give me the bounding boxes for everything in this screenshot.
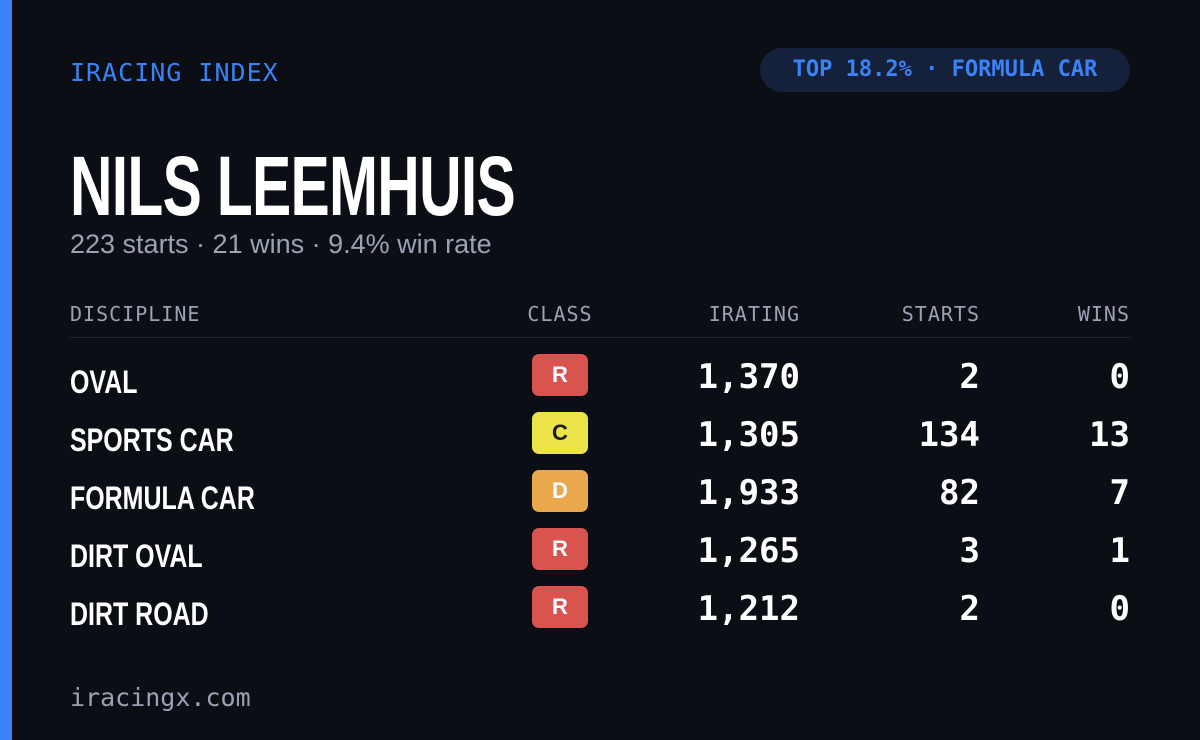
irating: 1,265 <box>697 531 800 571</box>
header-rule <box>70 337 1130 338</box>
discipline: OVAL <box>70 364 138 400</box>
class-badge: R <box>532 354 588 396</box>
wins: 0 <box>1109 589 1130 629</box>
class-badge: R <box>532 586 588 628</box>
irating: 1,305 <box>697 415 800 455</box>
wins: 13 <box>1089 415 1130 455</box>
wins: 7 <box>1109 473 1130 513</box>
class-badge: D <box>532 470 588 512</box>
column-header: CLASS <box>527 302 593 326</box>
driver-name: NILS LEEMHUIS <box>70 139 516 233</box>
summary: 223 starts · 21 wins · 9.4% win rate <box>70 229 492 259</box>
wins: 0 <box>1109 357 1130 397</box>
column-header: WINS <box>1077 302 1130 326</box>
discipline: FORMULA CAR <box>70 480 255 516</box>
column-header: IRATING <box>708 302 800 326</box>
column-header: DISCIPLINE <box>70 302 201 326</box>
eyebrow: IRACING INDEX <box>70 58 279 87</box>
class-badge: R <box>532 528 588 570</box>
class-badge: C <box>532 412 588 454</box>
footer-site: iracingx.com <box>70 683 251 712</box>
starts: 82 <box>939 473 980 513</box>
rank-badge: TOP 18.2% · FORMULA CAR <box>760 48 1130 92</box>
irating: 1,933 <box>697 473 800 513</box>
starts: 2 <box>959 357 980 397</box>
starts: 2 <box>959 589 980 629</box>
starts: 134 <box>918 415 980 455</box>
irating: 1,370 <box>697 357 800 397</box>
discipline: DIRT ROAD <box>70 596 209 632</box>
discipline: SPORTS CAR <box>70 422 234 458</box>
irating: 1,212 <box>697 589 800 629</box>
starts: 3 <box>959 531 980 571</box>
accent-bar <box>0 0 12 740</box>
wins: 1 <box>1109 531 1130 571</box>
column-header: STARTS <box>901 302 980 326</box>
discipline: DIRT OVAL <box>70 538 203 574</box>
